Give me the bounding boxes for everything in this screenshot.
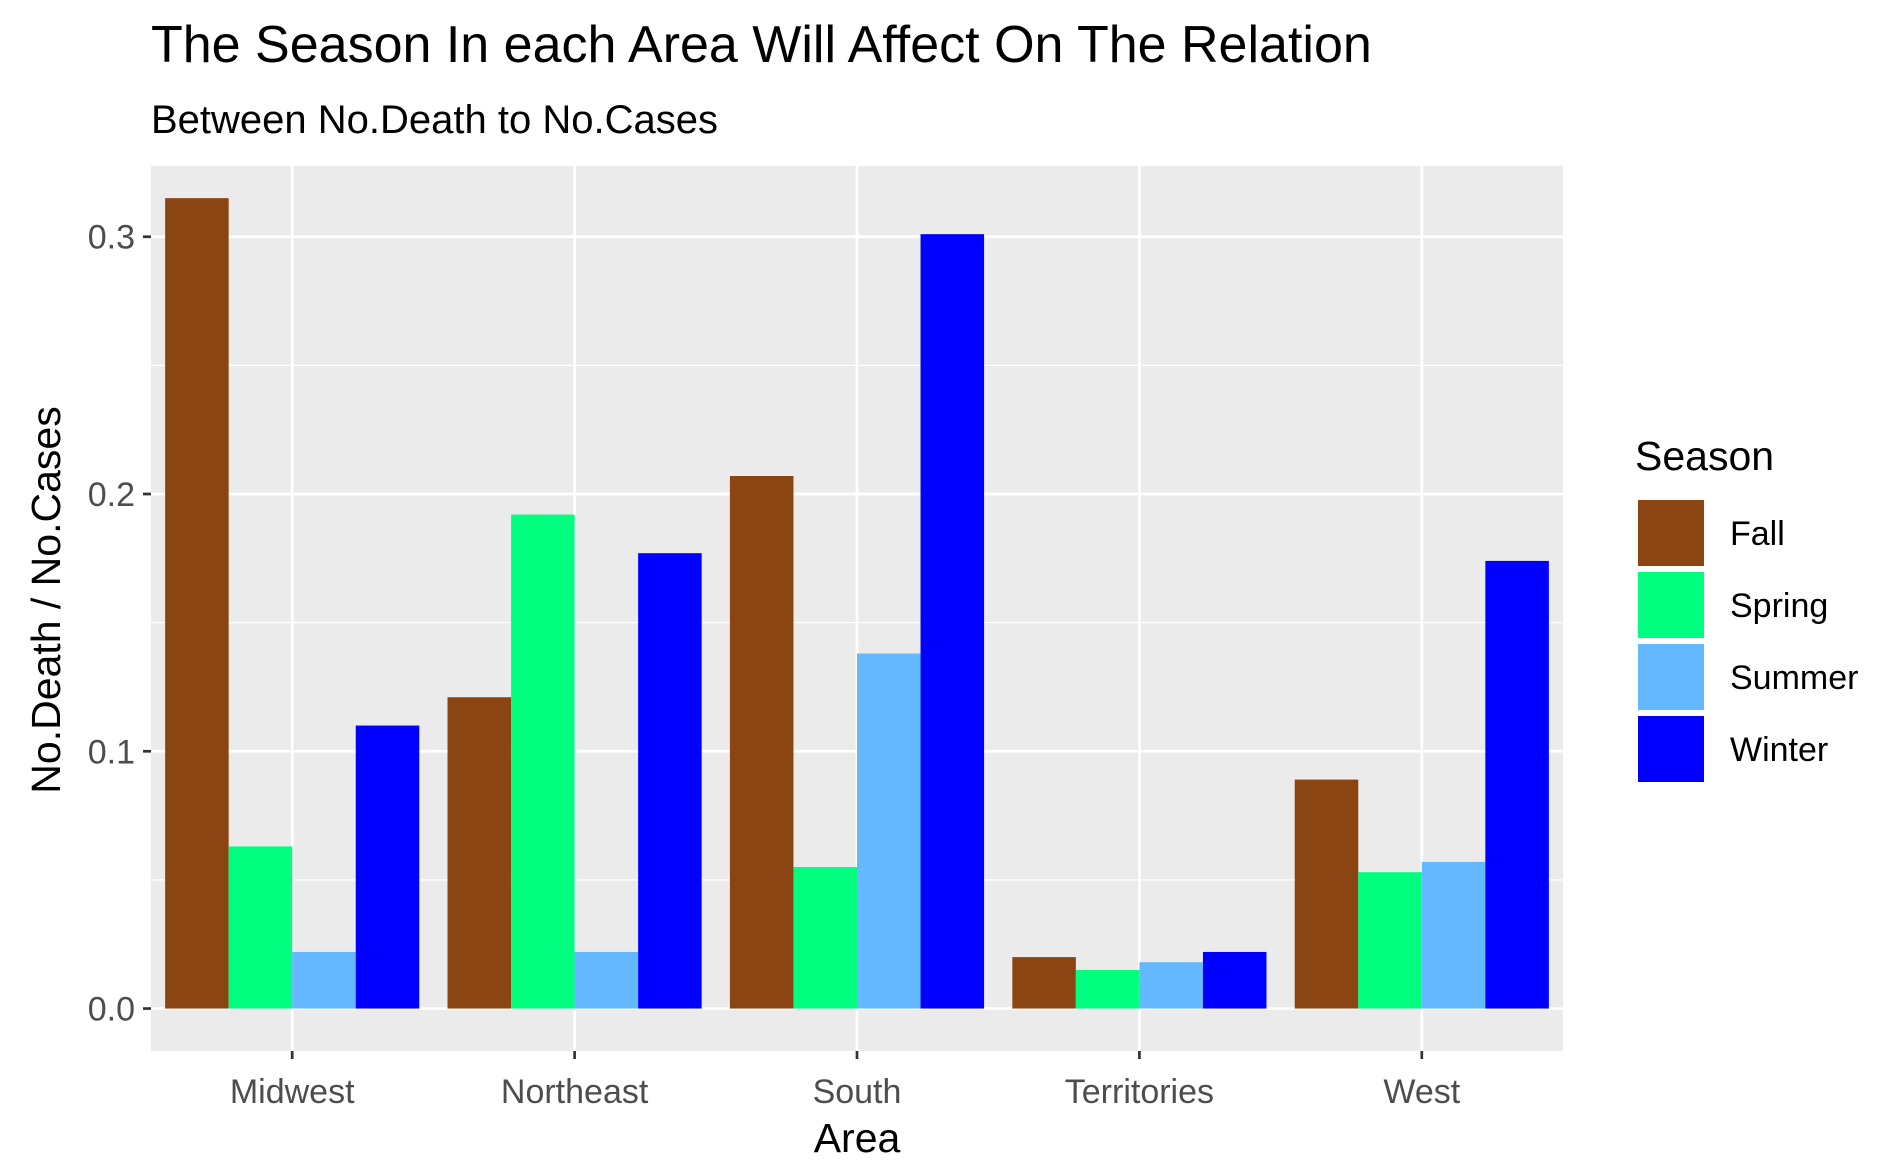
bar-south-winter — [920, 234, 985, 1009]
legend-label-fall: Fall — [1730, 515, 1785, 553]
bar-northeast-summer — [574, 951, 639, 1009]
x-tick-label: Midwest — [230, 1073, 355, 1111]
legend-key-fall — [1636, 498, 1706, 568]
x-tick-label: Territories — [1065, 1073, 1214, 1111]
bar-territories-summer — [1139, 962, 1203, 1009]
chart-subtitle: Between No.Death to No.Cases — [151, 98, 718, 142]
bar-midwest-spring — [228, 846, 293, 1009]
x-tick-label: West — [1383, 1073, 1460, 1111]
legend-label-summer: Summer — [1730, 659, 1858, 697]
legend-label-winter: Winter — [1730, 731, 1828, 769]
y-tick-label: 0.3 — [88, 219, 135, 257]
legend-title: Season — [1635, 433, 1774, 479]
x-tick-label: Northeast — [501, 1073, 649, 1111]
bar-south-summer — [857, 653, 921, 1009]
legend-key-winter — [1636, 714, 1706, 784]
bar-territories-fall — [1012, 957, 1076, 1009]
legend: Season Fall Spring Summer Winter — [1635, 433, 1858, 784]
bar-northeast-fall — [447, 697, 512, 1009]
bar-northeast-winter — [638, 553, 702, 1009]
bar-west-summer — [1421, 861, 1486, 1009]
x-tick-label: South — [813, 1073, 902, 1111]
legend-key-spring — [1636, 570, 1706, 640]
y-tick-label: 0.2 — [88, 476, 135, 514]
chart-title: The Season In each Area Will Affect On T… — [151, 16, 1372, 74]
legend-label-spring: Spring — [1730, 587, 1828, 625]
bar-territories-spring — [1075, 969, 1140, 1009]
y-tick-label: 0.1 — [88, 733, 135, 771]
legend-key-summer — [1636, 642, 1706, 712]
plot-panel: 0.0 0.1 0.2 0.3 Midwest Northeast South Territo… — [88, 166, 1563, 1111]
y-axis-title: No.Death / No.Cases — [23, 406, 69, 793]
bar-midwest-fall — [165, 198, 229, 1009]
bar-south-spring — [793, 867, 857, 1009]
bar-west-fall — [1294, 779, 1359, 1009]
x-axis-title: Area — [814, 1115, 901, 1161]
bar-west-spring — [1358, 872, 1422, 1009]
bar-northeast-spring — [511, 514, 575, 1009]
bar-midwest-summer — [292, 951, 356, 1009]
legend-items: Fall Spring Summer Winter — [1636, 498, 1858, 784]
bar-midwest-winter — [355, 725, 420, 1009]
bar-south-fall — [729, 476, 794, 1009]
y-tick-label: 0.0 — [88, 991, 135, 1029]
bar-territories-winter — [1202, 951, 1267, 1009]
bar-west-winter — [1485, 560, 1549, 1009]
